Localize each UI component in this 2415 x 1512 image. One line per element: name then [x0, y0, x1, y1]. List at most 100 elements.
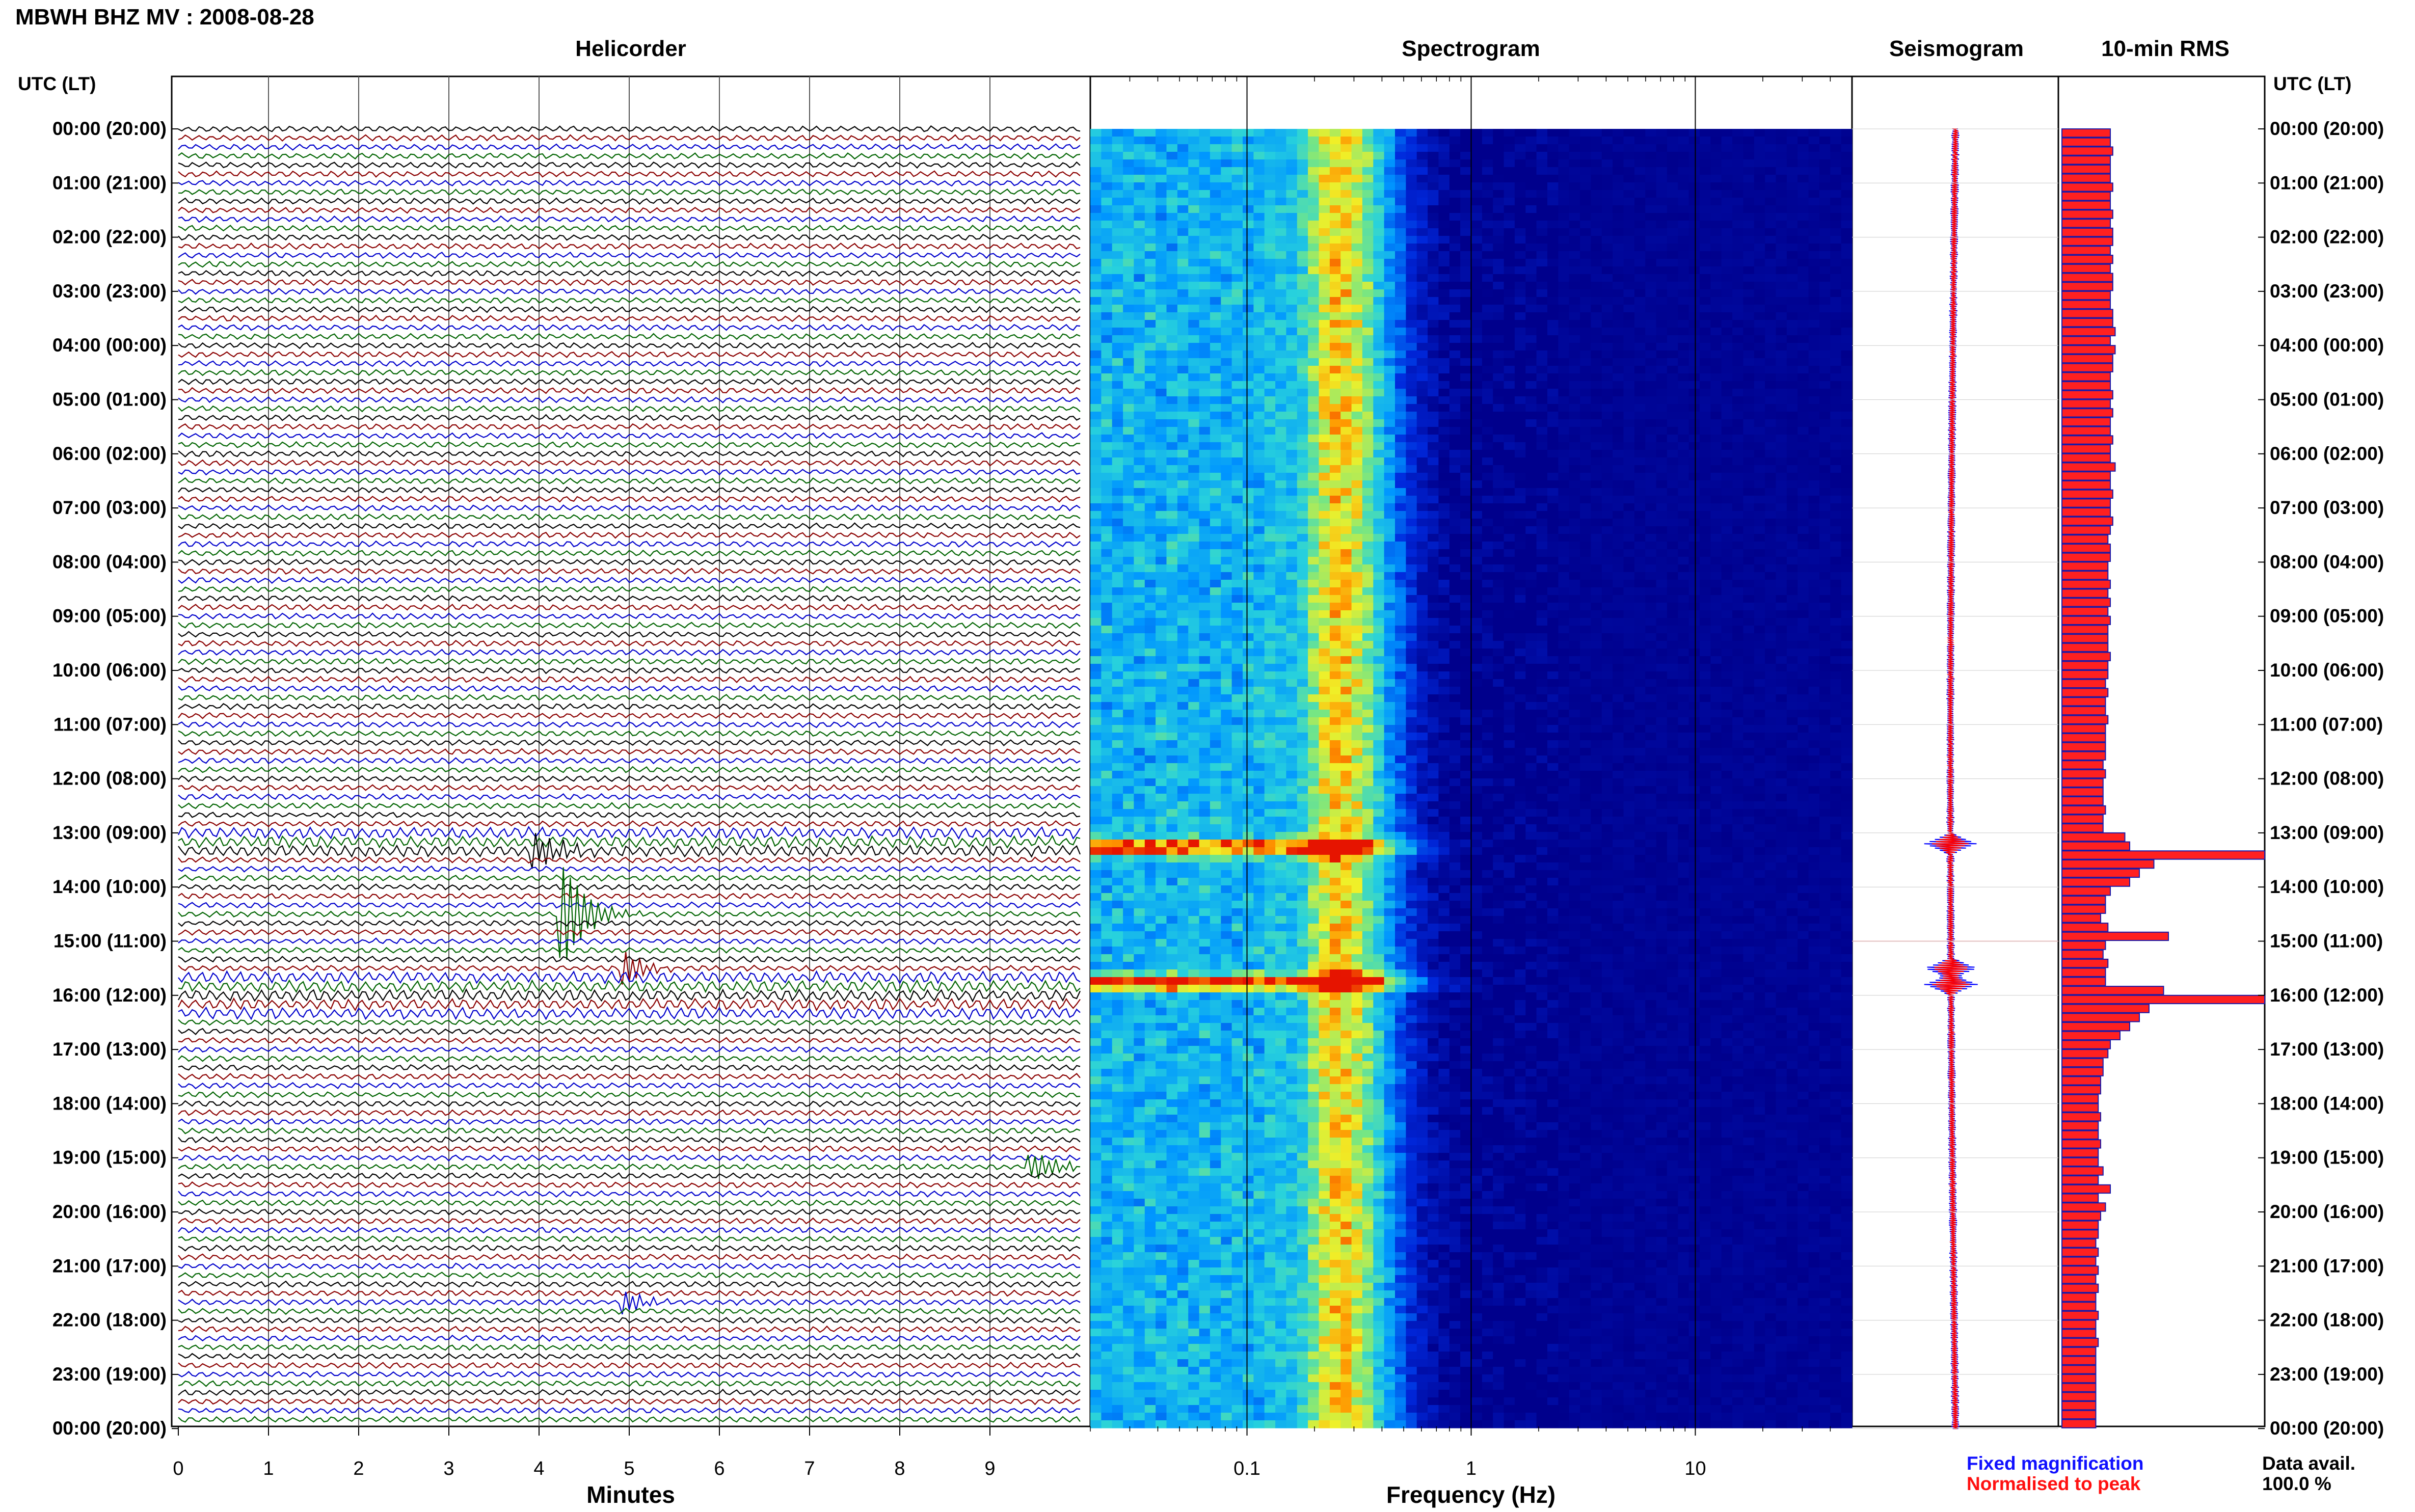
spectrogram-cell — [1797, 404, 1809, 412]
spectrogram-cell — [1319, 144, 1330, 152]
spectrogram-cell — [1297, 412, 1308, 420]
spectrogram-cell — [1177, 167, 1189, 175]
spectrogram-cell — [1123, 496, 1134, 504]
spectrogram-cell — [1797, 228, 1809, 236]
spectrogram-cell — [1428, 289, 1439, 298]
spectrogram-cell — [1199, 182, 1211, 191]
spectrogram-cell — [1700, 480, 1711, 489]
spectrogram-cell — [1797, 626, 1809, 634]
spectrogram-cell — [1525, 496, 1537, 504]
spectrogram-cell — [1199, 366, 1211, 374]
spectrogram-cell — [1275, 213, 1286, 221]
spectrogram-cell — [1101, 221, 1112, 229]
spectrogram-cell — [1199, 626, 1211, 634]
spectrogram-cell — [1743, 542, 1754, 550]
spectrogram-cell — [1797, 503, 1809, 511]
spectrogram-cell — [1330, 358, 1341, 366]
spectrogram-cell — [1537, 580, 1548, 588]
spectrogram-cell — [1613, 358, 1624, 366]
spectrogram-cell — [1613, 251, 1624, 259]
spectrogram-cell — [1743, 641, 1754, 649]
spectrogram-cell — [1243, 427, 1254, 435]
spectrogram-cell — [1275, 488, 1286, 496]
spectrogram-cell — [1645, 297, 1656, 305]
spectrogram-cell — [1667, 259, 1678, 267]
spectrogram-cell — [1177, 175, 1189, 183]
spectrogram-cell — [1624, 519, 1635, 527]
spectrogram-cell — [1417, 236, 1428, 244]
spectrogram-cell — [1743, 167, 1754, 175]
spectrogram-cell — [1297, 312, 1308, 320]
spectrogram-cell — [1112, 350, 1123, 359]
spectrogram-cell — [1471, 213, 1483, 221]
spectrogram-cell — [1188, 626, 1199, 634]
spectrogram-cell — [1624, 266, 1635, 275]
spectrogram-cell — [1221, 442, 1232, 450]
spectrogram-cell — [1188, 603, 1199, 611]
spectrogram-cell — [1395, 549, 1406, 557]
spectrogram-cell — [1221, 557, 1232, 565]
spectrogram-cell — [1199, 442, 1211, 450]
spectrogram-cell — [1177, 442, 1189, 450]
spectrogram-cell — [1797, 159, 1809, 168]
spectrogram-cell — [1765, 595, 1776, 603]
spectrogram-cell — [1493, 244, 1504, 252]
spectrogram-cell — [1319, 542, 1330, 550]
spectrogram-cell — [1090, 328, 1102, 336]
spectrogram-cell — [1656, 228, 1668, 236]
spectrogram-cell — [1362, 419, 1374, 427]
spectrogram-cell — [1253, 381, 1265, 389]
spectrogram-cell — [1253, 419, 1265, 427]
spectrogram-cell — [1373, 396, 1384, 404]
spectrogram-cell — [1710, 649, 1722, 657]
spectrogram-cell — [1515, 282, 1526, 290]
spectrogram-cell — [1645, 244, 1656, 252]
spectrogram-cell — [1591, 542, 1602, 550]
spectrogram-cell — [1722, 198, 1733, 206]
spectrogram-cell — [1732, 182, 1743, 191]
spectrogram-cell — [1265, 144, 1276, 152]
spectrogram-cell — [1221, 182, 1232, 191]
spectrogram-cell — [1722, 503, 1733, 511]
spectrogram-cell — [1134, 519, 1145, 527]
spectrogram-cell — [1373, 626, 1384, 634]
spectrogram-cell — [1797, 266, 1809, 275]
spectrogram-cell — [1656, 259, 1668, 267]
spectrogram-cell — [1362, 366, 1374, 374]
spectrogram-cell — [1384, 182, 1396, 191]
spectrogram-cell — [1319, 381, 1330, 389]
spectrogram-cell — [1667, 618, 1678, 626]
spectrogram-cell — [1265, 503, 1276, 511]
spectrogram-cell — [1286, 328, 1297, 336]
spectrogram-cell — [1417, 350, 1428, 359]
spectrogram-cell — [1525, 435, 1537, 443]
spectrogram-cell — [1145, 182, 1156, 191]
spectrogram-cell — [1678, 266, 1689, 275]
spectrogram-cell — [1460, 320, 1471, 328]
spectrogram-cell — [1602, 366, 1613, 374]
spectrogram-cell — [1340, 503, 1352, 511]
spectrogram-cell — [1667, 159, 1678, 168]
spectrogram-cell — [1406, 328, 1417, 336]
spectrogram-cell — [1732, 366, 1743, 374]
spectrogram-cell — [1471, 511, 1483, 519]
spectrogram-cell — [1101, 205, 1112, 213]
spectrogram-cell — [1319, 457, 1330, 466]
spectrogram-cell — [1243, 198, 1254, 206]
spectrogram-cell — [1330, 244, 1341, 252]
spectrogram-cell — [1232, 282, 1243, 290]
spectrogram-cell — [1537, 442, 1548, 450]
spectrogram-cell — [1569, 137, 1580, 145]
spectrogram-cell — [1710, 312, 1722, 320]
spectrogram-cell — [1253, 159, 1265, 168]
spectrogram-cell — [1384, 610, 1396, 618]
spectrogram-cell — [1221, 236, 1232, 244]
spectrogram-cell — [1667, 587, 1678, 596]
spectrogram-cell — [1732, 649, 1743, 657]
spectrogram-cell — [1624, 557, 1635, 565]
spectrogram-cell — [1504, 251, 1515, 259]
spectrogram-cell — [1710, 511, 1722, 519]
spectrogram-cell — [1776, 266, 1787, 275]
spectrogram-cell — [1689, 419, 1700, 427]
spectrogram-cell — [1460, 259, 1471, 267]
